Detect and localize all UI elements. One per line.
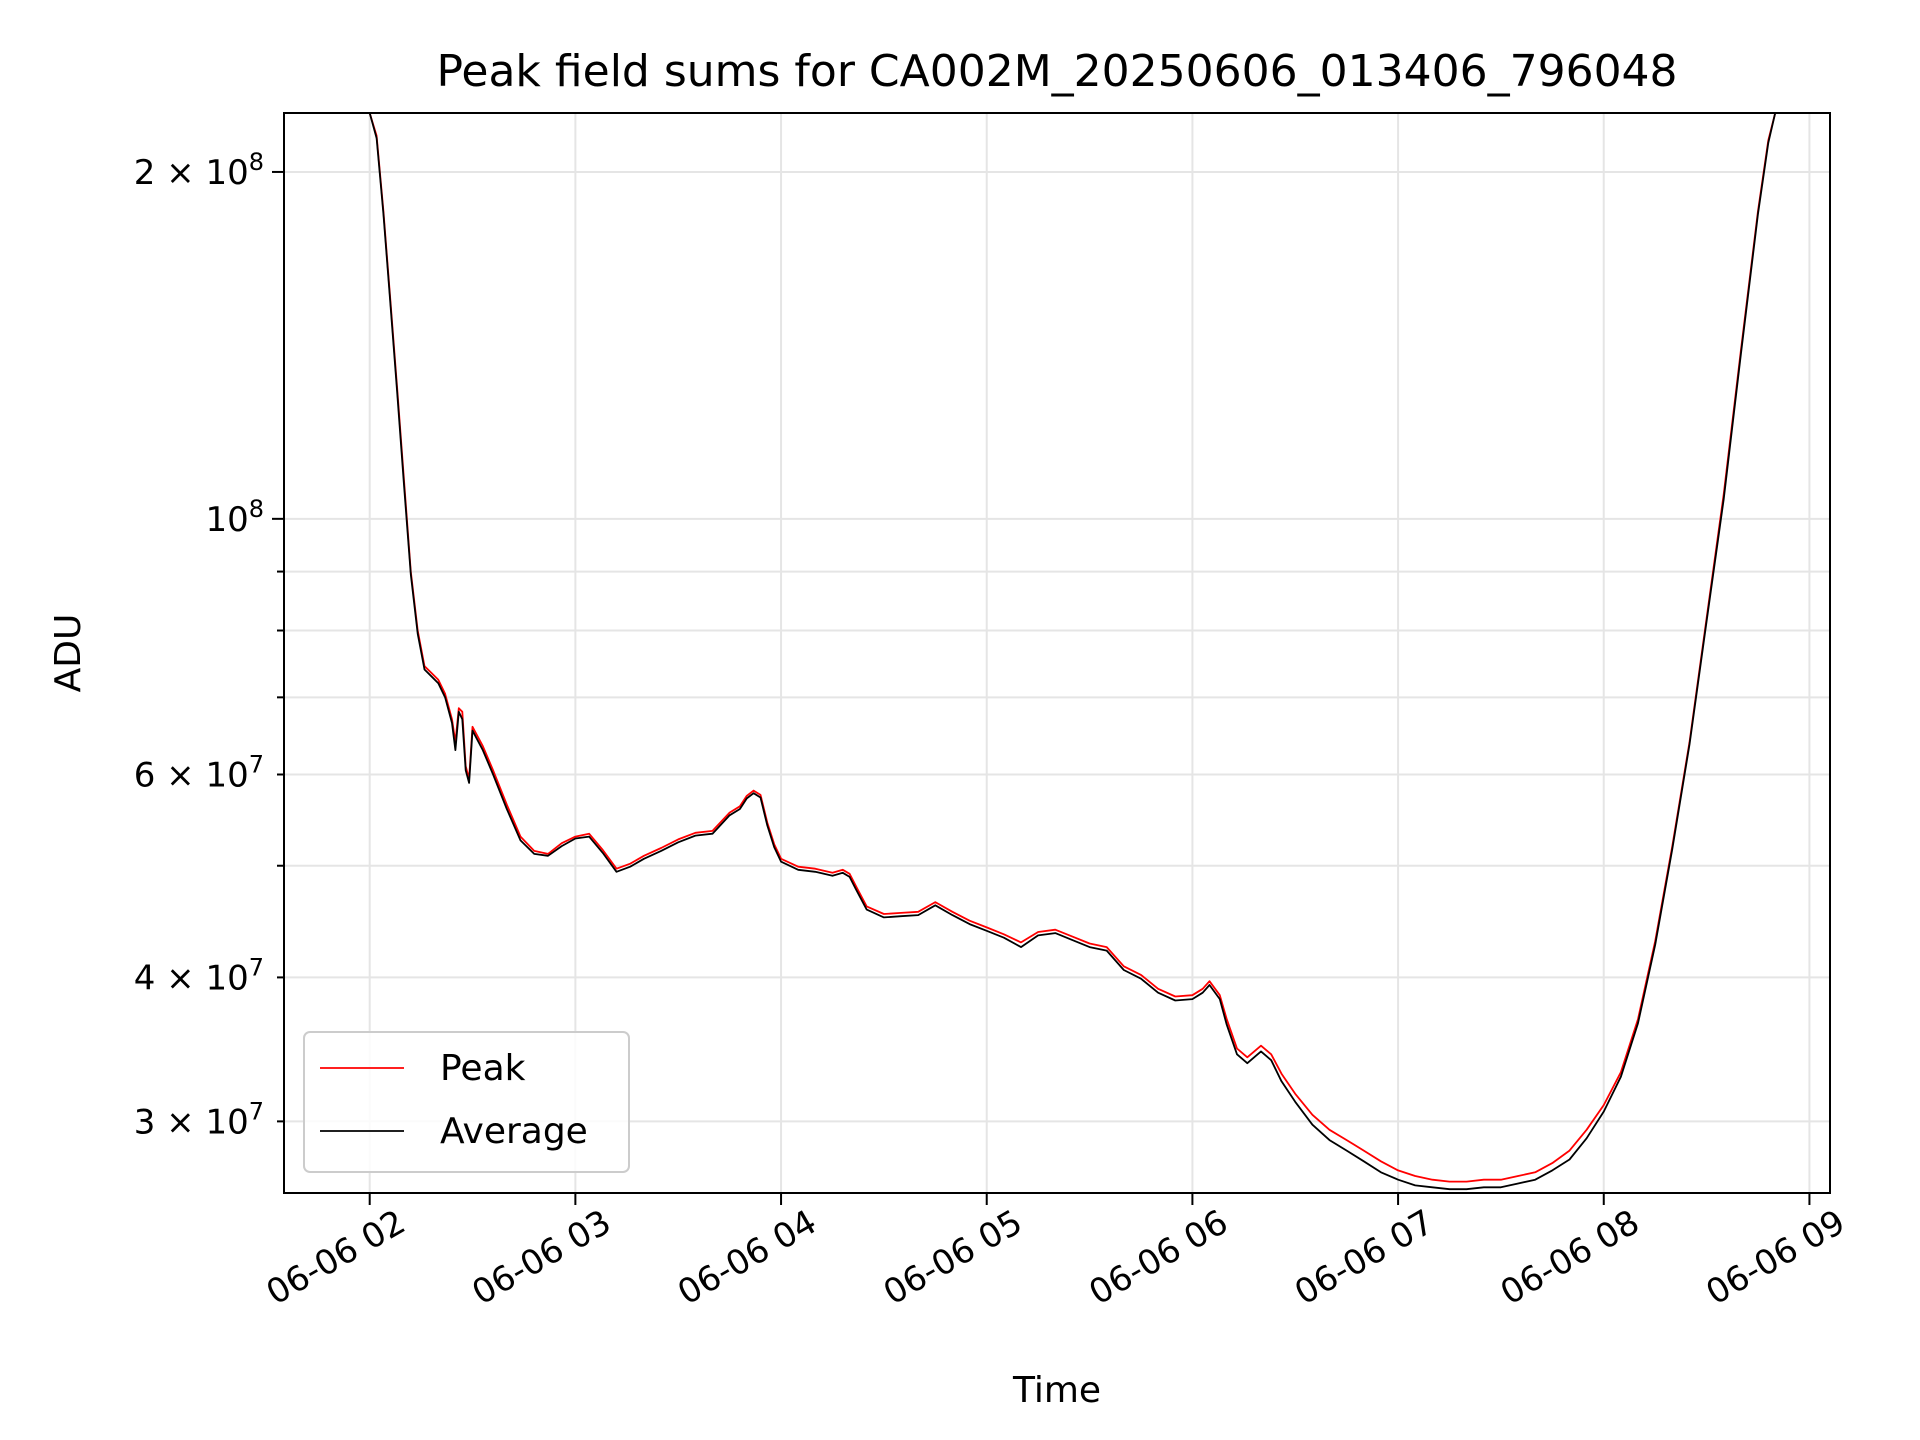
legend-average-label: Average bbox=[440, 1111, 588, 1152]
series-line-average bbox=[368, 113, 1793, 1191]
y-axis-title: ADU bbox=[48, 614, 89, 693]
y-tick-label: 2 × 108 bbox=[134, 148, 264, 193]
series-line-peak bbox=[368, 113, 1793, 1183]
series-layer bbox=[368, 113, 1793, 1191]
y-tick-label: 108 bbox=[205, 495, 264, 540]
plot-frame bbox=[283, 112, 1831, 1194]
y-tick-label: 3 × 107 bbox=[134, 1097, 264, 1142]
y-tick-label: 4 × 107 bbox=[134, 953, 264, 998]
y-axis: 3 × 107 4 × 107 6 × 107 108 2 × 108 bbox=[134, 148, 284, 1142]
chart-title: Peak field sums for CA002M_20250606_0134… bbox=[436, 46, 1677, 97]
legend-peak-label: Peak bbox=[440, 1048, 526, 1089]
x-axis-title: Time bbox=[1012, 1370, 1101, 1411]
y-tick-label: 6 × 107 bbox=[134, 750, 264, 795]
legend: Peak Average bbox=[303, 1031, 630, 1173]
legend-box bbox=[303, 1031, 630, 1173]
